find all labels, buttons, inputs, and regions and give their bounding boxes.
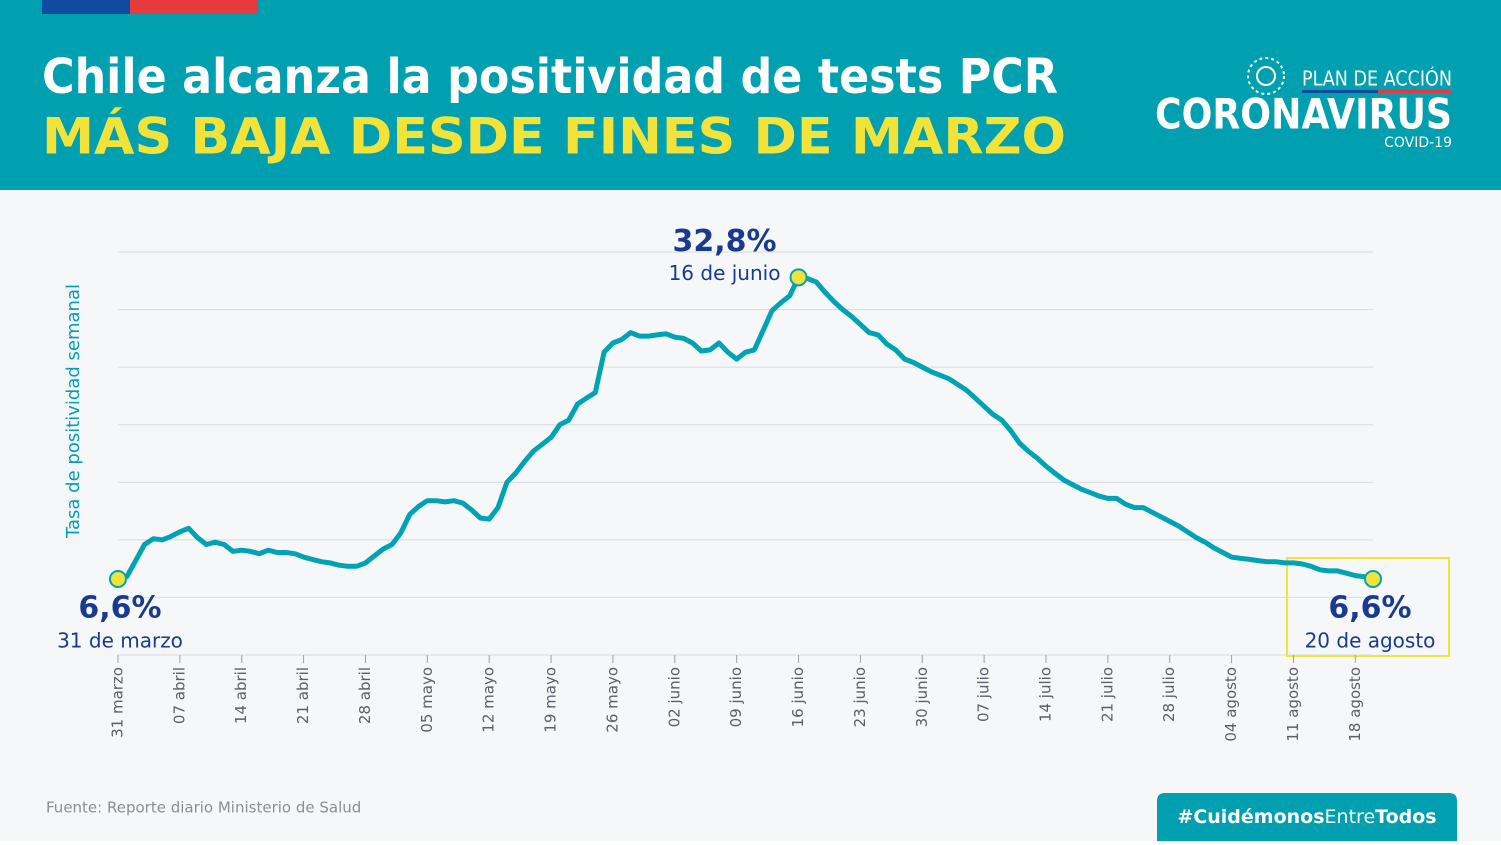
x-tick-label: 11 agosto (1284, 667, 1302, 742)
data-line (117, 274, 1374, 582)
logo-main: CORONAVIRUS (1155, 90, 1452, 139)
highlight-box (1286, 557, 1450, 657)
x-tick-label: 23 junio (851, 667, 869, 727)
hashtag-button (1157, 793, 1457, 841)
x-tick-label: 18 agosto (1346, 667, 1364, 742)
x-tick-label: 04 agosto (1222, 667, 1240, 742)
x-tick-label: 21 julio (1098, 667, 1116, 722)
x-tick-label: 30 junio (913, 667, 931, 727)
source: Fuente: Reporte diario Ministerio de Sal… (46, 799, 361, 817)
title-line2: MÁS BAJA DESDE FINES DE MARZO (42, 107, 1066, 166)
annotation-value: 6,6% (78, 591, 161, 626)
hashtag-part: Entre (1325, 806, 1376, 828)
x-tick-label: 14 abril (232, 667, 250, 724)
x-tick-label: 26 mayo (603, 667, 621, 733)
hashtag-part: Todos (1375, 806, 1436, 828)
flag-blue (42, 0, 130, 14)
annotation-value: 32,8% (672, 224, 776, 259)
logo-sub: COVID-19 (1384, 135, 1452, 151)
x-tick-label: 02 junio (665, 667, 683, 727)
x-tick-label: 05 mayo (418, 667, 436, 733)
title-line1: Chile alcanza la positividad de tests PC… (42, 49, 1058, 105)
x-tick-label: 12 mayo (480, 667, 498, 733)
highlight-point (109, 570, 127, 589)
x-tick-label: 14 julio (1036, 667, 1054, 722)
y-axis-label: Tasa de positividad semanal (63, 284, 84, 539)
logo: PLAN DE ACCIÓN CORONAVIRUS COVID-19 (1155, 57, 1452, 151)
annotation-date: 16 de junio (669, 261, 781, 285)
annotation-date: 20 de agosto (1305, 629, 1436, 653)
hashtag-part: #Cuidémonos (1177, 806, 1324, 828)
x-tick-label: 28 julio (1160, 667, 1178, 722)
logo-rule-blue (1302, 90, 1378, 93)
x-tick-label: 16 junio (789, 667, 807, 727)
highlight-point (789, 268, 808, 287)
x-tick-label: 07 julio (975, 667, 993, 722)
x-tick-label: 09 junio (727, 667, 745, 727)
x-tick-label: 19 mayo (542, 667, 560, 733)
x-tick-label: 28 abril (356, 667, 374, 724)
annotation-value: 6,6% (1328, 591, 1411, 626)
flag-red (130, 0, 258, 14)
plot: 31 marzo 07 abril 14 abril 21 abril 28 abril… (57, 224, 1435, 742)
virus-icon (1247, 57, 1285, 95)
x-tick-label: 31 marzo (109, 667, 127, 738)
x-tick-label: 21 abril (294, 667, 312, 724)
hashtag: #CuidémonosEntreTodos (1177, 806, 1436, 828)
x-tick-label: 07 abril (170, 667, 188, 724)
annotation-date: 31 de marzo (57, 629, 183, 653)
logo-rule-red (1378, 90, 1452, 93)
header-band (0, 0, 1501, 190)
highlight-point (1364, 570, 1382, 589)
virus-icon-core (1256, 66, 1276, 86)
logo-top: PLAN DE ACCIÓN (1302, 67, 1452, 91)
